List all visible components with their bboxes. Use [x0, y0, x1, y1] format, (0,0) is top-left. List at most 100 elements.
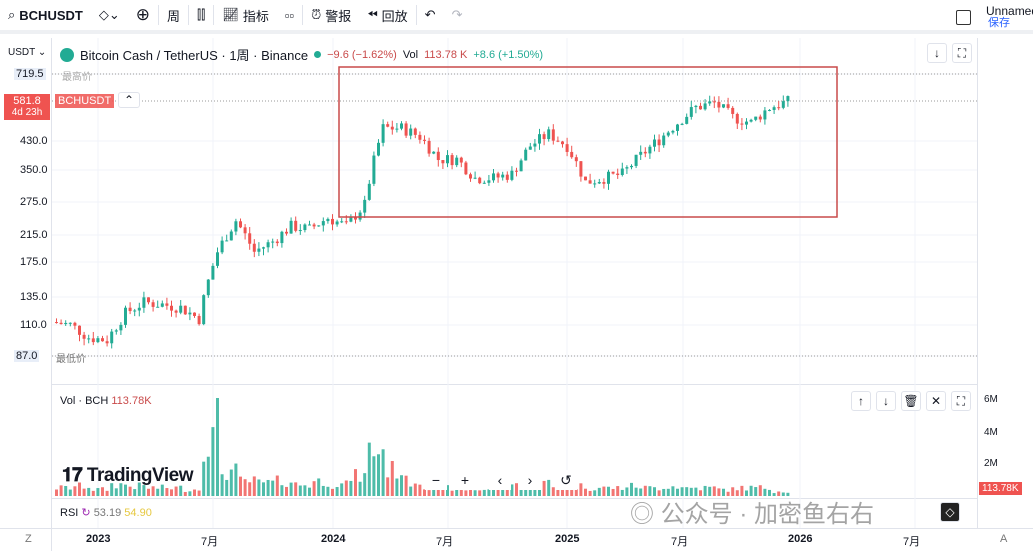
indicators-label: 指标	[242, 8, 269, 24]
candle	[634, 154, 638, 166]
symbol-price-tag: BCHUSDT	[55, 94, 115, 108]
volume-bar	[694, 487, 698, 496]
time-tick: 7月	[903, 536, 921, 548]
candle	[694, 105, 698, 108]
undo-icon: ↶	[424, 7, 436, 22]
volume-bar	[234, 463, 238, 496]
volume-bar	[55, 489, 58, 496]
candle	[73, 322, 77, 326]
volume-bar	[749, 485, 753, 496]
symbol-search[interactable]: ⌕ BCHUSDT	[0, 0, 91, 32]
favorite-button[interactable]: ◇⌄	[91, 0, 128, 32]
chart-type-button[interactable]: ⫿⫿	[189, 0, 213, 32]
collapse-pane-button[interactable]: ✕	[926, 391, 946, 411]
timezone-button[interactable]: Z	[25, 533, 32, 545]
layout-name[interactable]: Unnamed	[986, 4, 1033, 18]
candle	[666, 132, 670, 136]
volume-bar	[271, 480, 275, 496]
volume-bar	[574, 489, 578, 496]
candle	[128, 307, 132, 312]
volume-bar	[142, 485, 146, 496]
volume-bar	[367, 442, 371, 496]
price-tick: 87.0	[14, 350, 40, 362]
volume-bar	[308, 487, 311, 496]
volume-bar	[59, 485, 63, 496]
add-symbol-button[interactable]: ⊕	[128, 0, 158, 32]
candle	[188, 312, 192, 315]
volume-bar	[326, 486, 330, 496]
scroll-right-button[interactable]: ›	[519, 470, 541, 490]
scroll-down-button[interactable]: ↓	[927, 43, 947, 63]
candle	[482, 182, 486, 184]
candle	[630, 165, 633, 168]
zoom-in-button[interactable]: +	[454, 470, 476, 490]
top-toolbar: ⌕ BCHUSDT ◇⌄ ⊕ 周 ⫿⫿ 📈︎ 指标 ▫▫ ⏰︎ 警报 ⏪︎ 回放 ↶ ↷…	[0, 0, 1033, 34]
move-up-button[interactable]: ↑	[851, 391, 871, 411]
templates-button[interactable]: ▫▫	[277, 0, 302, 32]
volume-bar	[703, 485, 707, 496]
rsi-toggle-button[interactable]: ◇	[940, 502, 960, 522]
volume-bar	[216, 398, 219, 496]
candle	[478, 177, 482, 184]
redo-button[interactable]: ↷	[444, 0, 471, 32]
volume-bar	[616, 486, 620, 496]
volume-bar	[450, 490, 454, 496]
scroll-left-button[interactable]: ‹	[489, 470, 511, 490]
volume-bar	[331, 488, 334, 496]
move-down-button[interactable]: ↓	[876, 391, 896, 411]
time-tick: 2024	[321, 533, 346, 545]
candle	[754, 116, 758, 120]
volume-bar	[487, 489, 491, 496]
interval-button[interactable]: 周	[166, 8, 180, 24]
maximize-pane-button[interactable]: ⛶	[951, 391, 971, 411]
candle	[160, 303, 164, 307]
candle	[87, 338, 91, 340]
maximize-button[interactable]: ⛶	[952, 43, 972, 63]
volume-bar	[570, 484, 574, 496]
price-tick: 430.0	[20, 135, 48, 147]
volume-bar	[432, 487, 436, 496]
candle	[625, 167, 629, 169]
volume-bar	[377, 454, 380, 496]
candle	[584, 176, 587, 181]
candle	[772, 107, 776, 110]
volume-bar	[335, 487, 339, 496]
candle	[749, 119, 753, 122]
undo-button[interactable]: ↶	[417, 0, 444, 32]
time-tick: 7月	[436, 536, 454, 548]
candle	[326, 218, 330, 222]
volume-bar	[551, 487, 555, 496]
candle	[280, 231, 284, 244]
volume-bar	[579, 483, 583, 496]
volume-bar	[114, 488, 118, 496]
volume-bar	[717, 488, 721, 496]
volume-bar	[597, 487, 601, 496]
currency-select[interactable]: USDT ⌄	[8, 47, 47, 58]
candle	[524, 149, 528, 161]
chart-legend: Bitcoin Cash / TetherUS · 1周 · Binance −…	[60, 45, 543, 64]
save-link[interactable]: 保存	[988, 17, 1010, 29]
alerts-button[interactable]: ⏰︎ 警报	[303, 0, 359, 32]
volume-bar	[82, 488, 86, 496]
collapse-button[interactable]: ⌃	[118, 92, 140, 108]
candle	[82, 334, 86, 339]
replay-button[interactable]: ⏪︎ 回放	[359, 0, 415, 32]
candle	[758, 116, 762, 120]
delete-pane-button[interactable]: 🗑︎	[901, 391, 921, 411]
candle	[423, 139, 426, 141]
volume-bar	[565, 489, 569, 496]
volume-bar	[280, 485, 284, 496]
price-tick: 110.0	[20, 319, 47, 331]
auto-scale-button[interactable]: A	[1000, 533, 1008, 545]
time-tick: 2025	[555, 533, 580, 545]
reset-chart-button[interactable]: ↺	[555, 470, 577, 490]
zoom-out-button[interactable]: −	[425, 470, 447, 490]
volume-bar	[607, 486, 610, 496]
candle	[335, 221, 339, 225]
price-scale[interactable]	[977, 38, 1033, 528]
candle	[96, 338, 100, 343]
indicators-button[interactable]: 📈︎ 指标	[214, 0, 277, 32]
fullscreen-checkbox[interactable]	[956, 10, 971, 25]
candle	[593, 183, 597, 185]
